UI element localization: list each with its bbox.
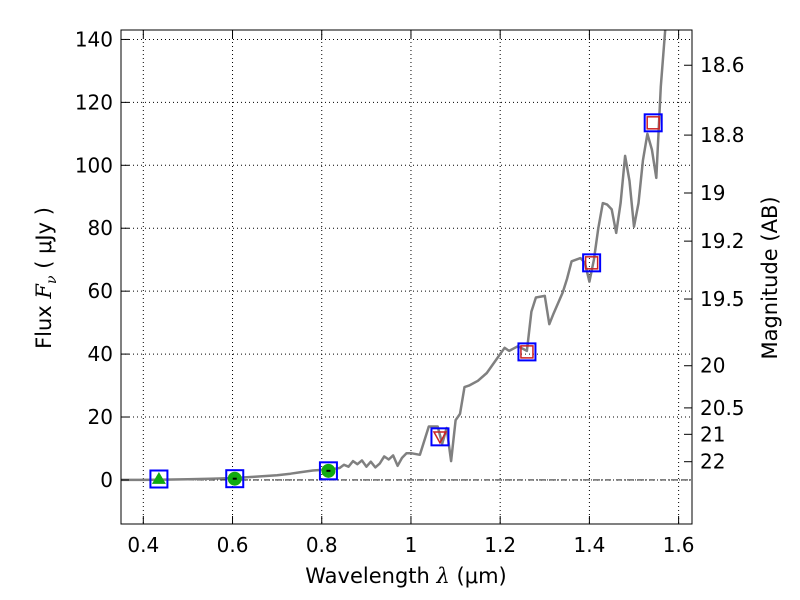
- y-tick-label: 120: [75, 90, 113, 114]
- box-marker: [582, 253, 602, 273]
- box-marker: [430, 427, 450, 447]
- x-tick-label: 0.6: [217, 533, 249, 557]
- square-marker: [520, 345, 534, 359]
- box-marker: [643, 113, 663, 133]
- x-tick-label: 1: [405, 533, 418, 557]
- photometry-point: [318, 461, 338, 481]
- right-axis-tick-label: 19.5: [700, 287, 745, 311]
- right-axis-tick-label: 22: [700, 450, 725, 474]
- x-tick-label: 0.4: [127, 533, 159, 557]
- y-tick-label: 80: [88, 216, 113, 240]
- right-axis-ticks: 18.6 18.8 19 19.2 19.5 20 20.521 22: [684, 53, 745, 474]
- box-marker: [318, 461, 338, 481]
- y-tick-label: 40: [88, 342, 113, 366]
- x-tick-label: 0.8: [306, 533, 338, 557]
- triangle-marker: [151, 472, 166, 484]
- x-axis-label: Wavelength λ (μm): [305, 564, 506, 588]
- x-tick-label: 1.2: [484, 533, 516, 557]
- right-axis-tick-label: 18.6: [700, 53, 745, 77]
- box-marker: [517, 342, 537, 362]
- y-tick-label: 60: [88, 279, 113, 303]
- y-tick-label: 0: [100, 468, 113, 492]
- photometry-point: [582, 253, 602, 273]
- square-marker: [584, 256, 599, 270]
- x-axis-ticks: 0.4 0.6 0.8 1 1.2 1.4 1.6: [127, 30, 695, 557]
- photometry-point: [149, 469, 169, 489]
- right-axis-tick-label: 21: [700, 422, 725, 446]
- box-marker: [149, 469, 169, 489]
- photometry-point: [430, 427, 450, 447]
- y-tick-label: 20: [88, 405, 113, 429]
- box-marker: [225, 469, 245, 489]
- grid: [121, 30, 692, 524]
- x-tick-label: 1.4: [573, 533, 605, 557]
- square-marker: [646, 116, 660, 130]
- y-tick-label: 140: [75, 27, 113, 51]
- right-axis-label: Magnitude (AB): [758, 196, 782, 359]
- triangle-down-marker: [432, 431, 448, 445]
- y-axis-label: Flux Fν ( μJy ): [32, 207, 60, 349]
- photometry-point: [225, 469, 245, 489]
- plot-area: [121, 30, 667, 489]
- right-axis-tick-label: 18.8: [700, 123, 745, 147]
- right-axis-tick-label: 20: [700, 354, 725, 378]
- photometry-point: [517, 342, 537, 362]
- x-tick-label: 1.6: [663, 533, 695, 557]
- spectrum-line: [121, 30, 667, 482]
- y-axis-ticks: 0 20 40 60 80 100 120 140: [75, 27, 129, 492]
- right-axis-tick-label: 19: [700, 181, 725, 205]
- y-tick-label: 100: [75, 153, 113, 177]
- right-axis-tick-label: 20.5: [700, 396, 745, 420]
- plot-frame: [120, 29, 693, 525]
- right-axis-tick-label: 19.2: [700, 229, 745, 253]
- photometry-point: [643, 113, 663, 133]
